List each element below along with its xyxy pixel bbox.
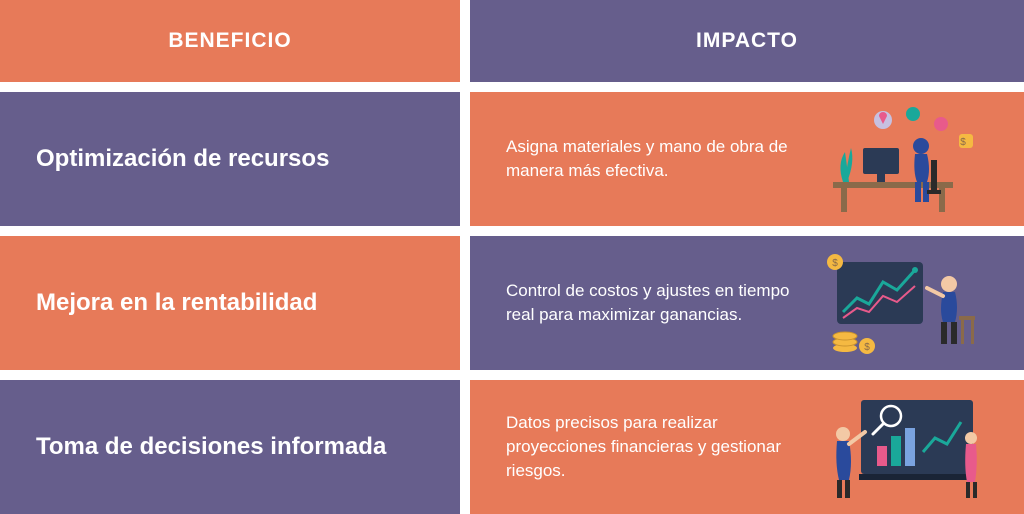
impact-text: Control de costos y ajustes en tiempo re… [506, 279, 806, 327]
svg-text:$: $ [960, 137, 966, 148]
benefit-impact-table: BENEFICIO IMPACTO Optimización de recurs… [0, 0, 1024, 514]
header-impact: IMPACTO [470, 0, 1024, 82]
table-header-row: BENEFICIO IMPACTO [0, 0, 1024, 82]
table-row: Mejora en la rentabilidad Control de cos… [0, 236, 1024, 370]
table-row: Optimización de recursos Asigna material… [0, 92, 1024, 226]
impact-text: Asigna materiales y mano de obra de mane… [506, 135, 806, 183]
impact-text: Datos precisos para realizar proyeccione… [506, 411, 806, 482]
benefit-text: Optimización de recursos [36, 144, 329, 174]
desk-worker-icon: $ [806, 92, 1000, 226]
svg-text:$: $ [864, 342, 870, 353]
benefit-cell: Toma de decisiones informada [0, 380, 460, 514]
header-benefit: BENEFICIO [0, 0, 460, 82]
benefit-text: Mejora en la rentabilidad [36, 288, 317, 318]
benefit-cell: Optimización de recursos [0, 92, 460, 226]
presentation-icon [806, 380, 1000, 514]
impact-cell: Datos precisos para realizar proyeccione… [470, 380, 1024, 514]
benefit-text: Toma de decisiones informada [36, 432, 386, 462]
table-row: Toma de decisiones informada Datos preci… [0, 380, 1024, 514]
impact-cell: Control de costos y ajustes en tiempo re… [470, 236, 1024, 370]
impact-cell: Asigna materiales y mano de obra de mane… [470, 92, 1024, 226]
stock-chart-icon: $ $ [806, 236, 1000, 370]
benefit-cell: Mejora en la rentabilidad [0, 236, 460, 370]
svg-text:$: $ [832, 258, 838, 269]
